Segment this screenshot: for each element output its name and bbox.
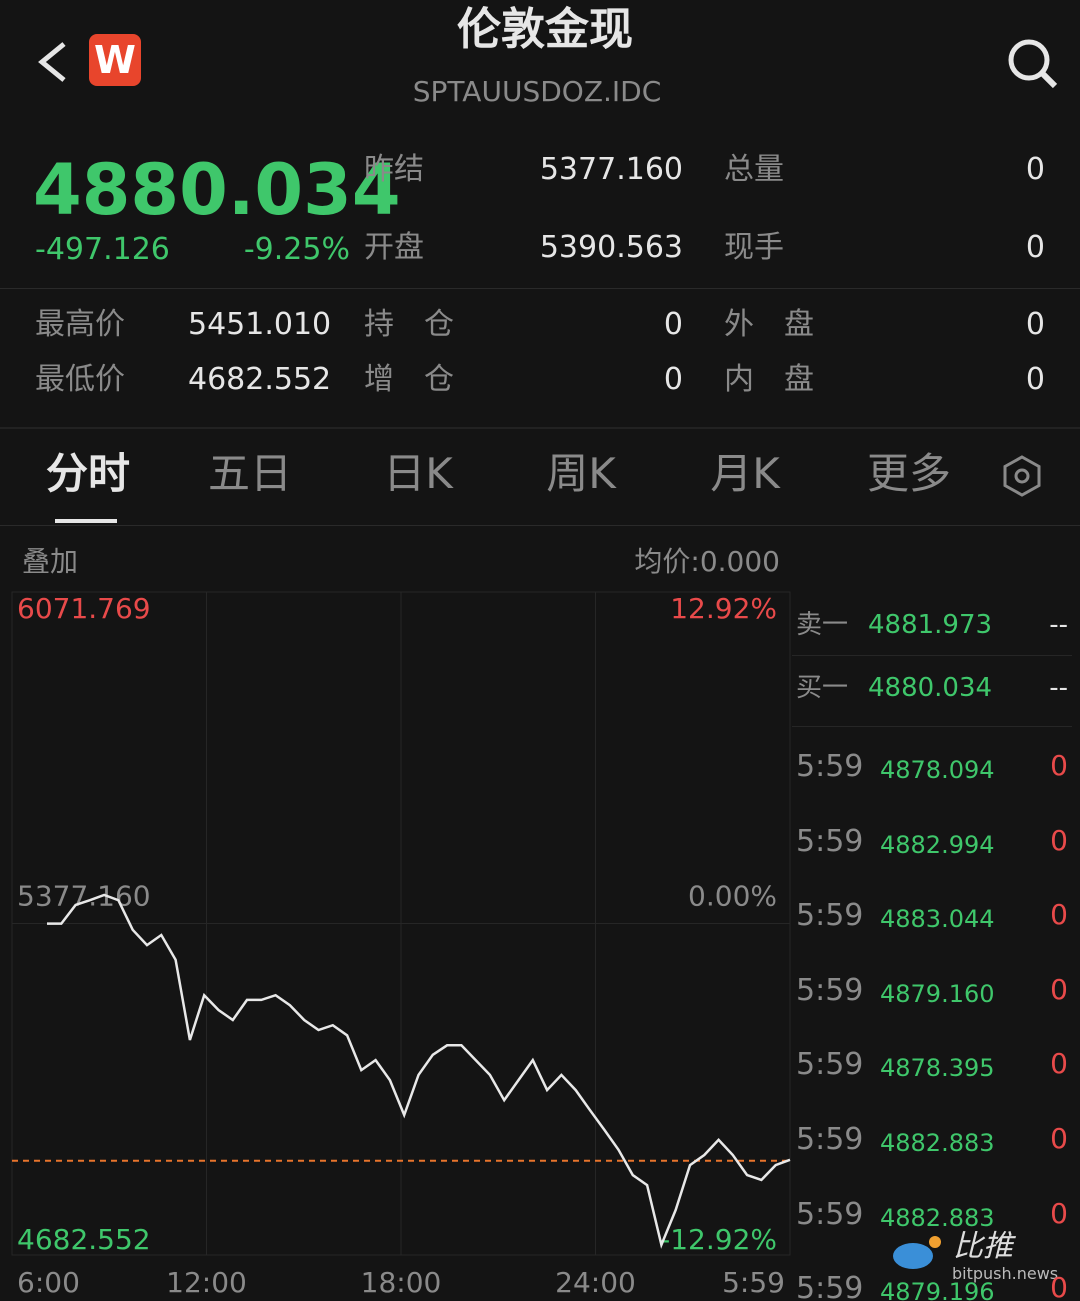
trade-volume: 0 bbox=[1050, 823, 1068, 857]
watermark-site: bitpush.news bbox=[952, 1264, 1059, 1283]
divider bbox=[792, 726, 1072, 727]
trade-volume: 0 bbox=[1050, 898, 1068, 932]
trade-volume: 0 bbox=[1050, 1196, 1068, 1230]
y2-tick-label: -12.92% bbox=[660, 1223, 777, 1256]
avg-price: 均价:0.000 bbox=[634, 545, 780, 578]
trade-price: 4878.094 bbox=[880, 756, 995, 784]
y2-tick-label: 0.00% bbox=[688, 880, 777, 913]
tab-indicator bbox=[55, 519, 117, 523]
book-volume: -- bbox=[1049, 673, 1068, 703]
trade-time: 5:59 bbox=[796, 749, 864, 784]
divider bbox=[792, 655, 1072, 656]
stat-value: 0 bbox=[1025, 307, 1045, 342]
field-value: 0 bbox=[1025, 230, 1045, 265]
settings-button[interactable] bbox=[1000, 454, 1044, 498]
book-label: 卖一 bbox=[796, 610, 849, 640]
stat-value: 0 bbox=[1025, 362, 1045, 397]
app-logo[interactable]: W bbox=[89, 34, 141, 86]
stat-label: 最低价 bbox=[35, 362, 125, 397]
field-label: 总量 bbox=[724, 152, 784, 187]
tab[interactable]: 更多 bbox=[866, 449, 952, 498]
book-price: 4880.034 bbox=[868, 673, 993, 703]
x-tick-label: 6:00 bbox=[17, 1266, 80, 1299]
watermark-logo bbox=[893, 1236, 941, 1269]
trade-price: 4882.883 bbox=[880, 1129, 995, 1157]
back-button[interactable] bbox=[36, 40, 70, 84]
trade-volume: 0 bbox=[1050, 749, 1068, 782]
stat-value: 0 bbox=[663, 307, 683, 342]
field-label: 开盘 bbox=[364, 230, 424, 265]
trade-time: 5:59 bbox=[796, 1271, 864, 1301]
stat-value: 0 bbox=[663, 362, 683, 397]
y2-tick-label: 12.92% bbox=[670, 592, 777, 625]
book-price: 4881.973 bbox=[868, 610, 993, 640]
x-tick-label: 5:59 bbox=[722, 1266, 785, 1299]
tab[interactable]: 日K bbox=[383, 449, 453, 498]
overlay-button[interactable]: 叠加 bbox=[22, 545, 79, 578]
field-label: 现手 bbox=[724, 230, 784, 265]
price-change-pct: -9.25% bbox=[243, 232, 350, 267]
tab[interactable]: 周K bbox=[546, 449, 616, 498]
field-label: 昨结 bbox=[364, 152, 424, 187]
trade-price: 4882.994 bbox=[880, 830, 995, 859]
divider bbox=[0, 288, 1080, 289]
field-value: 5390.563 bbox=[539, 230, 683, 265]
trade-time: 5:59 bbox=[796, 1047, 864, 1083]
divider bbox=[0, 525, 1080, 526]
x-tick-label: 12:00 bbox=[166, 1266, 247, 1299]
title: 伦敦金现 bbox=[457, 4, 633, 55]
trade-time: 5:59 bbox=[796, 898, 864, 934]
stat-label: 增 仓 bbox=[364, 362, 454, 397]
x-tick-label: 18:00 bbox=[361, 1266, 442, 1299]
search-button[interactable] bbox=[1005, 36, 1059, 90]
trade-volume: 0 bbox=[1050, 1271, 1068, 1301]
tab[interactable]: 分时 bbox=[45, 449, 131, 498]
trade-volume: 0 bbox=[1050, 1047, 1068, 1081]
stat-value: 4682.552 bbox=[188, 362, 332, 397]
trade-time: 5:59 bbox=[796, 1122, 864, 1157]
y-tick-label: 4682.552 bbox=[17, 1223, 151, 1256]
tab[interactable]: 五日 bbox=[207, 449, 293, 498]
y-tick-label: 6071.769 bbox=[17, 592, 151, 625]
trade-price: 4882.883 bbox=[880, 1203, 995, 1232]
watermark-name: 比推 bbox=[953, 1229, 1013, 1264]
stat-label: 内 盘 bbox=[724, 362, 814, 397]
book-label: 买一 bbox=[796, 673, 849, 703]
trade-time: 5:59 bbox=[796, 1196, 864, 1232]
symbol-code: SPTAUUSDOZ.IDC bbox=[412, 75, 662, 108]
trade-volume: 0 bbox=[1050, 972, 1068, 1006]
book-volume: -- bbox=[1049, 610, 1068, 640]
stat-label: 外 盘 bbox=[724, 307, 814, 342]
field-value: 0 bbox=[1025, 152, 1045, 187]
stat-label: 最高价 bbox=[35, 307, 125, 342]
price-change: -497.126 bbox=[35, 232, 170, 267]
tab[interactable]: 月K bbox=[710, 449, 780, 498]
trade-time: 5:59 bbox=[796, 972, 864, 1008]
stat-value: 5451.010 bbox=[188, 307, 332, 342]
x-tick-label: 24:00 bbox=[555, 1266, 636, 1299]
trade-price: 4878.395 bbox=[880, 1054, 995, 1083]
divider bbox=[0, 427, 1080, 429]
last-price: 4880.034 bbox=[33, 149, 401, 231]
trade-price: 4879.196 bbox=[880, 1278, 995, 1301]
trade-volume: 0 bbox=[1050, 1122, 1068, 1155]
trade-price: 4879.160 bbox=[880, 979, 995, 1008]
trade-time: 5:59 bbox=[796, 823, 864, 859]
stat-label: 持 仓 bbox=[364, 307, 454, 342]
field-value: 5377.160 bbox=[539, 152, 683, 187]
price-line bbox=[47, 893, 791, 1249]
trade-price: 4883.044 bbox=[880, 905, 995, 934]
y-tick-label: 5377.160 bbox=[17, 880, 151, 913]
